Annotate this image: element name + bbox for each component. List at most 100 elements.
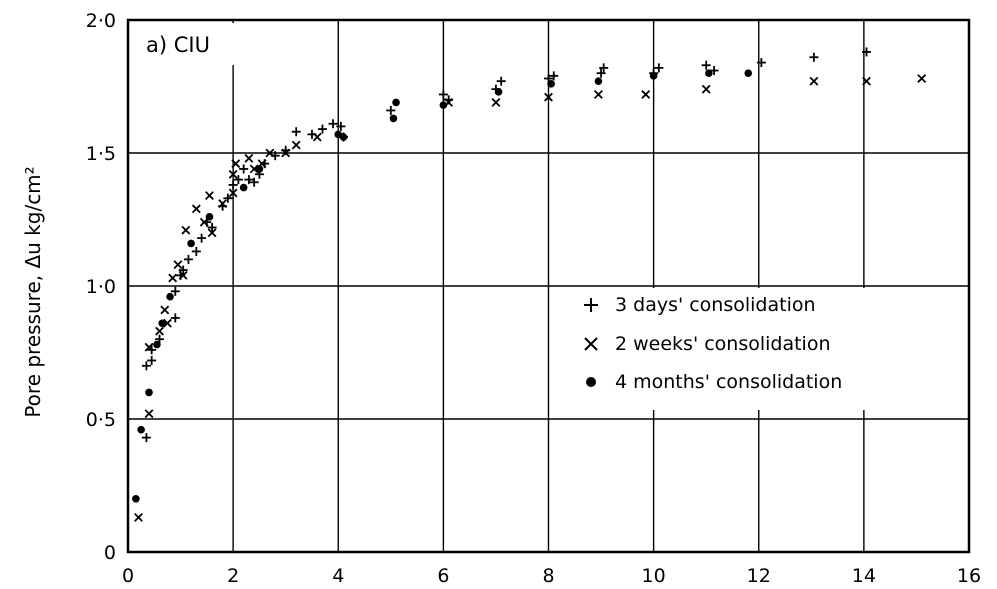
legend-label: 3 days' consolidation <box>615 294 816 316</box>
panel-label-background <box>132 23 244 65</box>
data-point-dot <box>166 292 174 301</box>
legend-entry: 2 weeks' consolidation <box>584 333 831 355</box>
y-axis-title: Pore pressure, Δu kg/cm² <box>21 166 45 417</box>
data-point-plus <box>701 60 711 70</box>
data-point-plus <box>183 254 193 264</box>
data-point-plus <box>233 175 243 185</box>
data-point-cross <box>593 90 603 99</box>
data-point-plus <box>223 193 233 203</box>
data-point-cross <box>178 270 188 280</box>
y-axis-ticks: 0 0·5 1·0 1·5 2·0 <box>86 10 116 564</box>
data-point-cross <box>168 273 178 283</box>
data-point-plus <box>244 175 254 185</box>
data-point-dot <box>649 72 658 80</box>
data-point-plus <box>438 89 448 99</box>
legend-marker-cross <box>584 337 598 351</box>
data-point-dot <box>439 101 448 109</box>
data-point-cross <box>173 260 183 270</box>
data-point-cross <box>228 188 238 198</box>
y-tick-label: 0 <box>104 542 116 564</box>
data-point-cross <box>312 132 322 142</box>
data-point-dot <box>187 239 195 248</box>
x-tick-label: 16 <box>957 565 981 587</box>
data-point-dot <box>494 88 503 96</box>
data-point-dot <box>744 69 753 77</box>
x-tick-label: 0 <box>122 565 134 587</box>
legend-entry: 3 days' consolidation <box>584 294 816 316</box>
data-point-cross <box>701 84 711 94</box>
data-point-plus <box>249 177 259 187</box>
data-point-dot <box>255 165 264 173</box>
legend-marker-plus <box>584 298 598 312</box>
y-tick-label: 2·0 <box>86 10 116 32</box>
data-point-plus <box>756 58 766 68</box>
x-axis-ticks: 0 2 4 6 8 10 12 14 16 <box>122 565 981 587</box>
data-point-cross <box>491 98 501 107</box>
data-point-cross <box>244 153 254 163</box>
legend: 3 days' consolidation 2 weeks' consolidat… <box>584 294 842 393</box>
data-point-cross <box>191 204 201 214</box>
x-tick-label: 2 <box>227 565 239 587</box>
x-tick-label: 4 <box>332 565 344 587</box>
data-point-plus <box>191 246 201 256</box>
data-point-plus <box>809 52 819 62</box>
y-tick-label: 1·0 <box>86 276 116 298</box>
data-point-dot <box>705 69 713 77</box>
legend-marker-dot <box>586 377 596 387</box>
legend-background <box>552 288 902 410</box>
data-point-cross <box>862 76 871 86</box>
data-point-cross <box>917 74 927 83</box>
data-point-plus <box>496 76 506 86</box>
data-point-dot <box>132 495 140 503</box>
data-point-plus <box>549 71 559 81</box>
data-points <box>132 47 927 522</box>
x-tick-label: 12 <box>747 565 771 587</box>
x-tick-label: 14 <box>852 565 876 587</box>
data-point-plus <box>170 313 180 323</box>
x-tick-label: 6 <box>437 565 449 587</box>
data-point-plus <box>197 233 207 243</box>
plot-frame <box>126 18 971 554</box>
data-point-plus <box>386 105 396 115</box>
data-point-cross <box>641 90 651 99</box>
data-point-cross <box>231 159 241 169</box>
data-point-dot <box>594 77 603 85</box>
y-tick-label: 0·5 <box>86 409 116 431</box>
data-point-cross <box>144 409 154 419</box>
data-point-cross <box>144 342 154 352</box>
legend-label: 4 months' consolidation <box>615 371 842 393</box>
x-tick-label: 10 <box>642 565 666 587</box>
data-point-cross <box>205 191 214 200</box>
data-point-dot <box>547 80 555 88</box>
y-tick-label: 1·5 <box>86 143 116 165</box>
data-point-cross <box>291 140 301 150</box>
data-point-dot <box>389 114 398 123</box>
data-point-cross <box>160 305 170 315</box>
data-point-cross <box>181 225 191 235</box>
data-point-dot <box>153 340 161 349</box>
data-point-cross <box>281 148 291 158</box>
data-point-plus <box>291 127 301 137</box>
data-point-plus <box>141 433 151 443</box>
data-point-plus <box>336 121 346 131</box>
x-tick-label: 8 <box>542 565 554 587</box>
data-point-dot <box>239 183 248 192</box>
data-point-dot <box>339 133 348 141</box>
data-point-plus <box>599 63 609 73</box>
data-point-plus <box>596 68 606 78</box>
data-point-plus <box>654 63 664 73</box>
panel-label: a) CIU <box>146 33 210 57</box>
data-point-dot <box>137 425 145 434</box>
grid <box>128 20 969 552</box>
data-point-plus <box>862 47 872 57</box>
data-point-cross <box>218 199 228 208</box>
data-point-dot <box>392 98 400 107</box>
data-point-plus <box>147 355 157 365</box>
data-point-plus <box>317 124 327 134</box>
legend-label: 2 weeks' consolidation <box>615 333 831 355</box>
data-point-dot <box>158 319 166 328</box>
data-point-cross <box>199 217 209 227</box>
data-point-cross <box>265 148 275 158</box>
data-point-cross <box>134 512 143 522</box>
